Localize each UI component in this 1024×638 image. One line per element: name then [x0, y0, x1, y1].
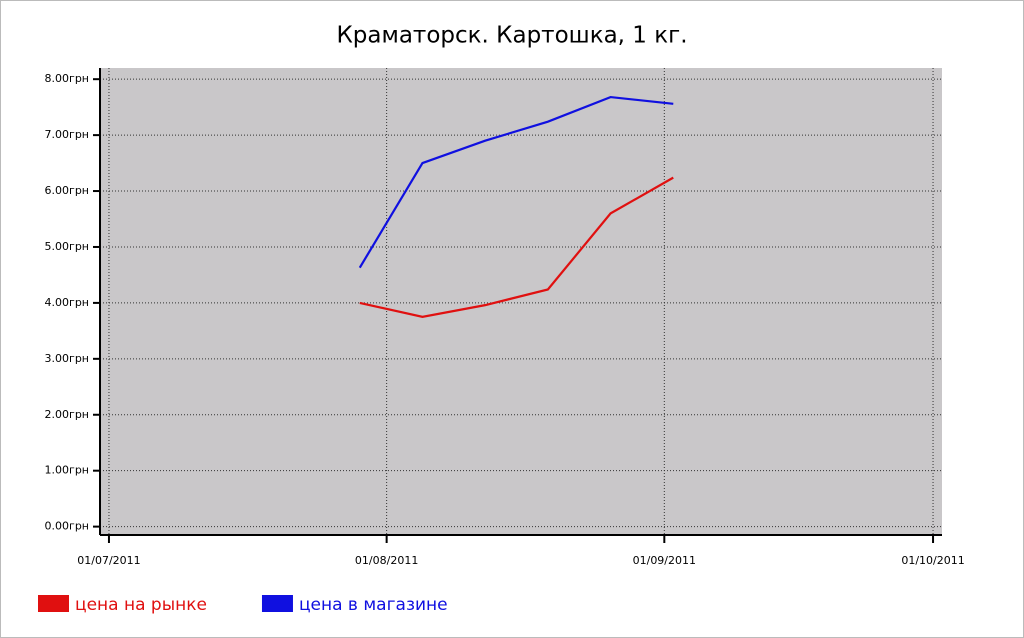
y-tick-label: 8.00грн [45, 72, 89, 85]
x-tick-label: 01/10/2011 [901, 554, 964, 567]
legend-swatch [261, 595, 293, 612]
legend-label: цена на рынке [75, 595, 207, 615]
x-tick-label: 01/08/2011 [355, 554, 418, 567]
chart-title: Краматорск. Картошка, 1 кг. [336, 23, 687, 49]
line-series [359, 176, 674, 319]
y-tick-label: 7.00грн [45, 128, 89, 141]
legend-label: цена в магазине [299, 595, 448, 615]
line-series [358, 95, 674, 269]
y-tick-label: 2.00грн [45, 408, 89, 421]
y-tick-label: 5.00грн [45, 240, 89, 253]
plot-area [100, 68, 942, 535]
x-tick-label: 01/09/2011 [633, 554, 696, 567]
y-tick-label: 4.00грн [45, 296, 89, 309]
y-tick-label: 3.00грн [45, 352, 89, 365]
x-tick-label: 01/07/2011 [77, 554, 140, 567]
legend-swatch [38, 595, 69, 612]
y-tick-label: 0.00грн [45, 520, 89, 533]
y-tick-label: 1.00грн [45, 464, 89, 477]
y-tick-label: 6.00грн [45, 184, 89, 197]
